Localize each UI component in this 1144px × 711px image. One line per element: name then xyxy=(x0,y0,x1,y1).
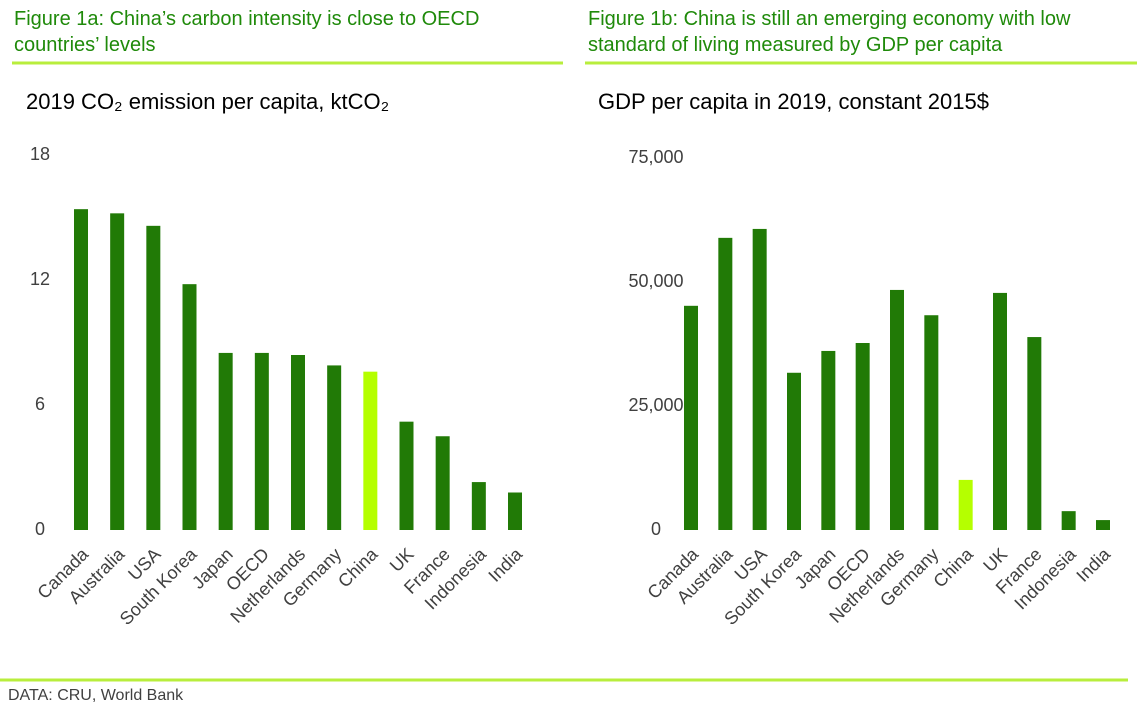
bar xyxy=(1061,511,1076,530)
y-tick-label: 18 xyxy=(30,144,50,164)
y-tick-label: 50,000 xyxy=(628,271,683,291)
source: DATA: CRU, World Bank xyxy=(8,687,184,704)
bar xyxy=(1096,520,1110,530)
bar xyxy=(787,372,801,530)
figure-title-line: Figure 1a: China’s carbon intensity is c… xyxy=(14,8,479,30)
figure-title-line: standard of living measured by GDP per c… xyxy=(588,34,1003,56)
bar xyxy=(508,492,522,530)
bar xyxy=(718,237,733,530)
bar xyxy=(254,352,269,530)
y-tick-label: 25,000 xyxy=(628,395,683,415)
y-tick-label: 0 xyxy=(35,519,45,539)
bar xyxy=(327,365,342,530)
y-tick-label: 12 xyxy=(30,269,50,289)
bar xyxy=(110,213,125,531)
bar xyxy=(182,284,197,530)
bar xyxy=(924,315,939,530)
bar xyxy=(218,352,233,530)
x-tick-label: India xyxy=(1072,543,1114,585)
figure-title: Figure 1a: China’s carbon intensity is c… xyxy=(14,8,479,56)
x-tick-label: China xyxy=(334,543,382,591)
figure-title: Figure 1b: China is still an emerging ec… xyxy=(588,8,1071,56)
y-tick-label: 75,000 xyxy=(628,147,683,167)
bar xyxy=(993,292,1007,530)
bar xyxy=(821,350,836,530)
bar xyxy=(146,225,161,531)
y-tick-label: 0 xyxy=(651,519,661,539)
figure-title-line: Figure 1b: China is still an emerging ec… xyxy=(588,8,1071,30)
bar xyxy=(855,343,870,530)
bar xyxy=(74,209,88,530)
figure-title-line: countries’ levels xyxy=(14,34,156,56)
bar xyxy=(471,482,486,530)
bar xyxy=(890,289,904,530)
bar xyxy=(958,479,973,530)
bar xyxy=(752,228,767,531)
chart-title: 2019 CO₂ emission per capita, ktCO₂ xyxy=(26,89,389,114)
bar xyxy=(291,355,305,530)
bar xyxy=(435,436,450,530)
bar xyxy=(363,371,378,530)
x-tick-label: India xyxy=(484,543,526,585)
bar xyxy=(399,421,414,530)
chart-title: GDP per capita in 2019, constant 2015$ xyxy=(598,89,989,114)
bar xyxy=(1027,337,1042,530)
y-tick-label: 6 xyxy=(35,394,45,414)
x-tick-label: China xyxy=(929,543,977,591)
bar xyxy=(684,305,698,530)
